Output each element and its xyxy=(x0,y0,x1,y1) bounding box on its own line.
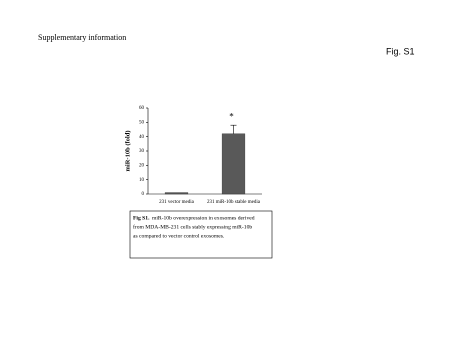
caption-line: miR-10b overexpression in exosomes deriv… xyxy=(152,215,255,221)
y-tick-label: 20 xyxy=(139,163,145,168)
y-tick-label: 50 xyxy=(139,120,145,125)
caption-box xyxy=(129,210,273,259)
caption-line: as compared to vector control exosomes. xyxy=(133,233,225,239)
figure-id: Fig. S1 xyxy=(386,46,415,56)
caption-line: from MDA-MB-231 cells stably expressing … xyxy=(133,223,252,230)
chart: 0 10 20 30 40 50 60 miR-10b (fold) 231 vector me… xyxy=(124,106,262,205)
y-axis-label: miR-10b (fold) xyxy=(124,131,131,172)
x-tick-label: 231 miR-10b stable media xyxy=(207,200,261,205)
bar xyxy=(164,192,189,195)
x-tick-label: 231 vector media xyxy=(159,200,194,205)
caption-label: Fig S1. xyxy=(133,215,150,221)
bar xyxy=(221,133,246,195)
y-tick-label: 60 xyxy=(139,106,145,111)
y-tick-label: 0 xyxy=(142,192,145,197)
caption: Fig S1. miR-10b overexpression in exosome… xyxy=(133,215,255,239)
y-tick-label: 40 xyxy=(139,135,145,140)
doc-title: Supplementary information xyxy=(38,33,126,42)
y-tick-label: 30 xyxy=(139,149,145,154)
significance-mark: * xyxy=(229,111,234,121)
y-tick-label: 10 xyxy=(139,178,145,183)
